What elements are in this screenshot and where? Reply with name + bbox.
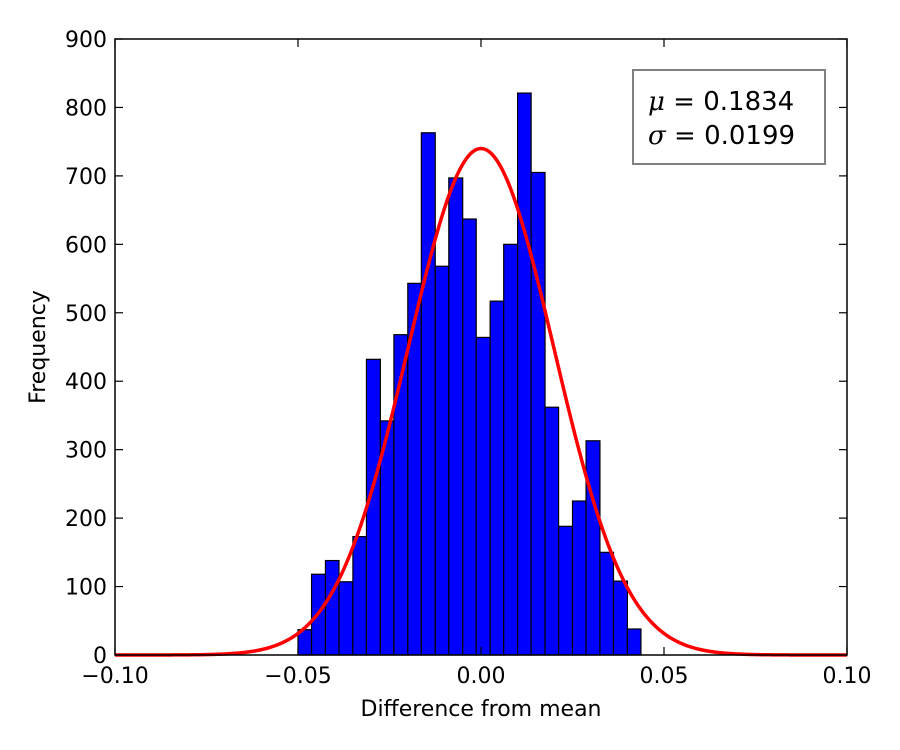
normal-fit-curve (115, 146, 847, 657)
x-tick-label: 0.10 (823, 664, 872, 689)
sigma-label: σ = 0.0199 (648, 121, 795, 151)
y-tick-label: 100 (65, 576, 107, 601)
histogram-bar (557, 525, 574, 656)
histogram-bar (585, 440, 601, 656)
y-axis-label: Frequency (26, 290, 51, 404)
y-tick-label: 300 (65, 439, 107, 464)
histogram-bar (516, 92, 532, 656)
histogram-bar (352, 535, 368, 656)
x-tick-label: −0.10 (81, 664, 148, 689)
histogram-bar (448, 177, 464, 656)
y-tick-label: 600 (65, 233, 107, 258)
histogram-bar (434, 265, 450, 656)
histogram-bar (530, 171, 546, 656)
histogram-bar (489, 300, 505, 656)
y-tick-label: 0 (93, 644, 107, 669)
sigma-symbol: σ (648, 121, 667, 151)
histogram-bar (324, 559, 340, 656)
x-tick-label: 0.00 (457, 664, 506, 689)
y-tick-label: 700 (65, 165, 107, 190)
mu-symbol: μ (648, 87, 665, 117)
x-axis-label: Difference from mean (361, 697, 602, 722)
y-tick-label: 200 (65, 507, 107, 532)
histogram-bar (420, 132, 436, 656)
histogram-bar (626, 628, 642, 656)
x-axis-ticks: −0.10 −0.05 0.00 0.05 0.10 (81, 39, 871, 689)
x-tick-label: 0.05 (640, 664, 689, 689)
y-tick-label: 800 (65, 96, 107, 121)
y-tick-label: 400 (65, 370, 107, 395)
x-tick-label: −0.05 (264, 664, 331, 689)
y-tick-label: 900 (65, 28, 107, 53)
histogram-bar (338, 581, 354, 656)
stats-box: μ = 0.1834 σ = 0.0199 (632, 69, 826, 165)
histogram-bar (599, 551, 615, 656)
sigma-value: = 0.0199 (666, 121, 795, 151)
histogram-bar (612, 580, 629, 656)
histogram-bar (462, 218, 477, 656)
y-tick-label: 500 (65, 302, 107, 327)
histogram-bar (544, 406, 560, 656)
mu-label: μ = 0.1834 (648, 87, 794, 117)
mu-value: = 0.1834 (665, 87, 794, 117)
histogram-bar (475, 336, 491, 656)
y-axis-ticks: 0 100 200 300 400 500 600 700 800 900 (65, 28, 847, 669)
histogram-bar (503, 243, 519, 656)
stats-box-frame (632, 69, 826, 165)
histogram-bar (571, 500, 587, 656)
